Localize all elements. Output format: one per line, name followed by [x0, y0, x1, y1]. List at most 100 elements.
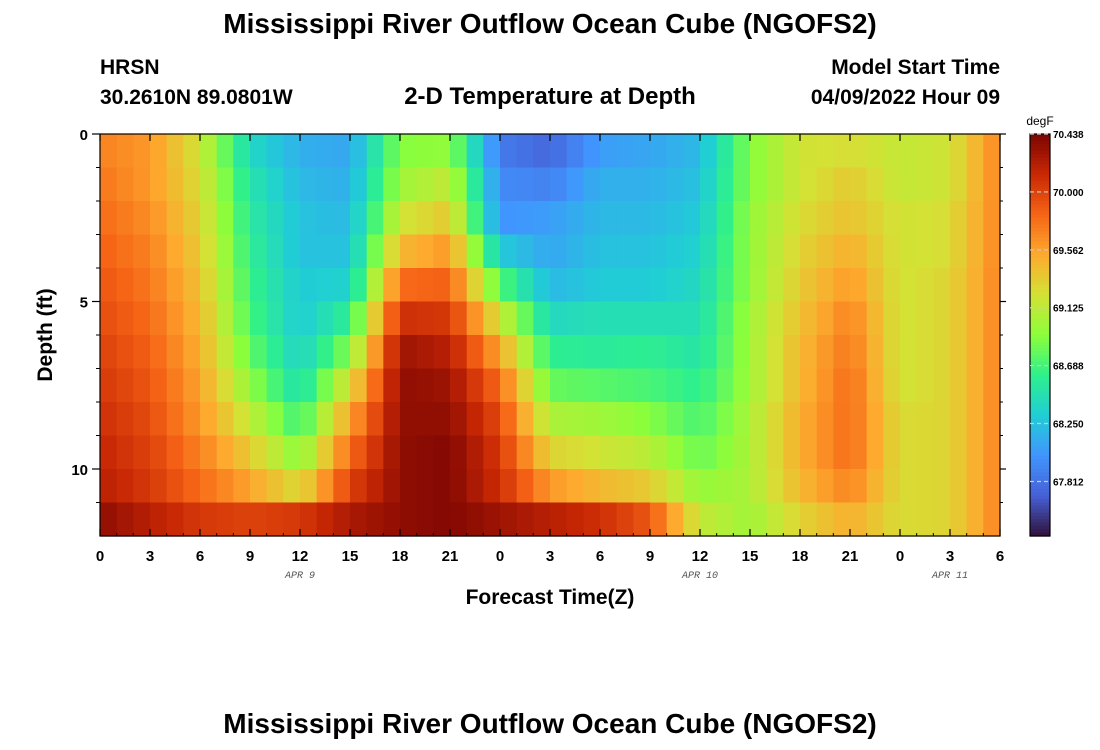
colorbar-segment — [1030, 455, 1050, 460]
heatmap-cell — [483, 201, 501, 236]
heatmap-cell — [400, 201, 418, 236]
heatmap-cell — [566, 502, 584, 537]
colorbar-segment — [1030, 294, 1050, 299]
heatmap-cell — [183, 268, 201, 303]
heatmap-cell — [216, 435, 234, 470]
heatmap-cell — [150, 134, 168, 169]
heatmap-cell — [516, 402, 534, 437]
heatmap-cell — [200, 435, 218, 470]
heatmap-cell — [983, 167, 1001, 202]
heatmap-cell — [733, 469, 751, 504]
heatmap-cell — [350, 335, 368, 370]
heatmap-cell — [283, 368, 301, 403]
heatmap-cell — [483, 167, 501, 202]
heatmap-cell — [633, 502, 651, 537]
heatmap-cell — [533, 335, 551, 370]
heatmap-cell — [833, 167, 851, 202]
heatmap-cell — [166, 268, 184, 303]
heatmap-cell — [783, 134, 801, 169]
heatmap-cell — [483, 234, 501, 269]
colorbar-segment — [1030, 234, 1050, 239]
heatmap-cell — [200, 234, 218, 269]
heatmap-cell — [500, 502, 518, 537]
heatmap-cell — [933, 234, 951, 269]
colorbar-segment — [1030, 475, 1050, 480]
colorbar-segment — [1030, 137, 1050, 142]
heatmap-cell — [933, 368, 951, 403]
heatmap-cell — [983, 469, 1001, 504]
x-tick-label: 0 — [496, 548, 504, 565]
heatmap-cell — [600, 402, 618, 437]
colorbar-segment — [1030, 525, 1050, 530]
heatmap-cell — [350, 167, 368, 202]
heatmap-cell — [133, 335, 151, 370]
heatmap-cell — [433, 268, 451, 303]
colorbar-segment — [1030, 167, 1050, 172]
heatmap-cell — [850, 268, 868, 303]
heatmap-cell — [500, 301, 518, 336]
heatmap-cell — [166, 201, 184, 236]
heatmap-cell — [816, 502, 834, 537]
heatmap-cell — [500, 268, 518, 303]
colorbar-segment — [1030, 482, 1050, 487]
heatmap-cell — [250, 268, 268, 303]
heatmap-cell — [366, 201, 384, 236]
heatmap-cell — [150, 167, 168, 202]
heatmap-cell — [866, 435, 884, 470]
heatmap-cell — [416, 167, 434, 202]
heatmap-cell — [366, 134, 384, 169]
heatmap-cell — [566, 402, 584, 437]
heatmap-cell — [366, 167, 384, 202]
heatmap-cell — [266, 502, 284, 537]
heatmap-cell — [566, 268, 584, 303]
heatmap-cell — [616, 335, 634, 370]
heatmap-cell — [966, 268, 984, 303]
heatmap-cell — [816, 301, 834, 336]
heatmap-cell — [616, 402, 634, 437]
heatmap-cell — [616, 234, 634, 269]
heatmap-cell — [550, 301, 568, 336]
heatmap-cell — [333, 469, 351, 504]
heatmap-cell — [416, 335, 434, 370]
heatmap-cell — [283, 134, 301, 169]
heatmap-cell — [150, 335, 168, 370]
heatmap-cell — [933, 201, 951, 236]
colorbar-segment — [1030, 231, 1050, 236]
heatmap-cell — [816, 134, 834, 169]
heatmap-cell — [733, 201, 751, 236]
heatmap-cell — [266, 469, 284, 504]
heatmap-cell — [566, 201, 584, 236]
heatmap-cell — [800, 469, 818, 504]
heatmap-cell — [100, 335, 118, 370]
heatmap-cell — [116, 201, 134, 236]
heatmap-cell — [533, 368, 551, 403]
colorbar-segment — [1030, 278, 1050, 282]
heatmap-cell — [500, 167, 518, 202]
heatmap-cell — [466, 167, 484, 202]
heatmap-cell — [100, 201, 118, 236]
heatmap-cell — [600, 167, 618, 202]
heatmap-cell — [266, 234, 284, 269]
colorbar-segment — [1030, 415, 1050, 420]
colorbar-segment — [1030, 515, 1050, 520]
heatmap-cell — [483, 368, 501, 403]
heatmap-cell — [366, 234, 384, 269]
heatmap-cell — [433, 335, 451, 370]
colorbar-segment — [1030, 512, 1050, 517]
heatmap-cell — [483, 335, 501, 370]
heatmap-cell — [966, 469, 984, 504]
heatmap-cell — [333, 301, 351, 336]
colorbar-tick-label: 69.125 — [1053, 304, 1084, 315]
heatmap-cell — [733, 502, 751, 537]
heatmap-cell — [533, 268, 551, 303]
heatmap-cell — [650, 167, 668, 202]
heatmap-cell — [216, 201, 234, 236]
colorbar-tick-label: 70.000 — [1053, 188, 1084, 199]
heatmap-cell — [150, 402, 168, 437]
colorbar-segment — [1030, 177, 1050, 182]
heatmap-cell — [150, 502, 168, 537]
heatmap-cell — [500, 234, 518, 269]
heatmap-cell — [416, 134, 434, 169]
heatmap-cell — [850, 335, 868, 370]
heatmap-cell — [766, 368, 784, 403]
